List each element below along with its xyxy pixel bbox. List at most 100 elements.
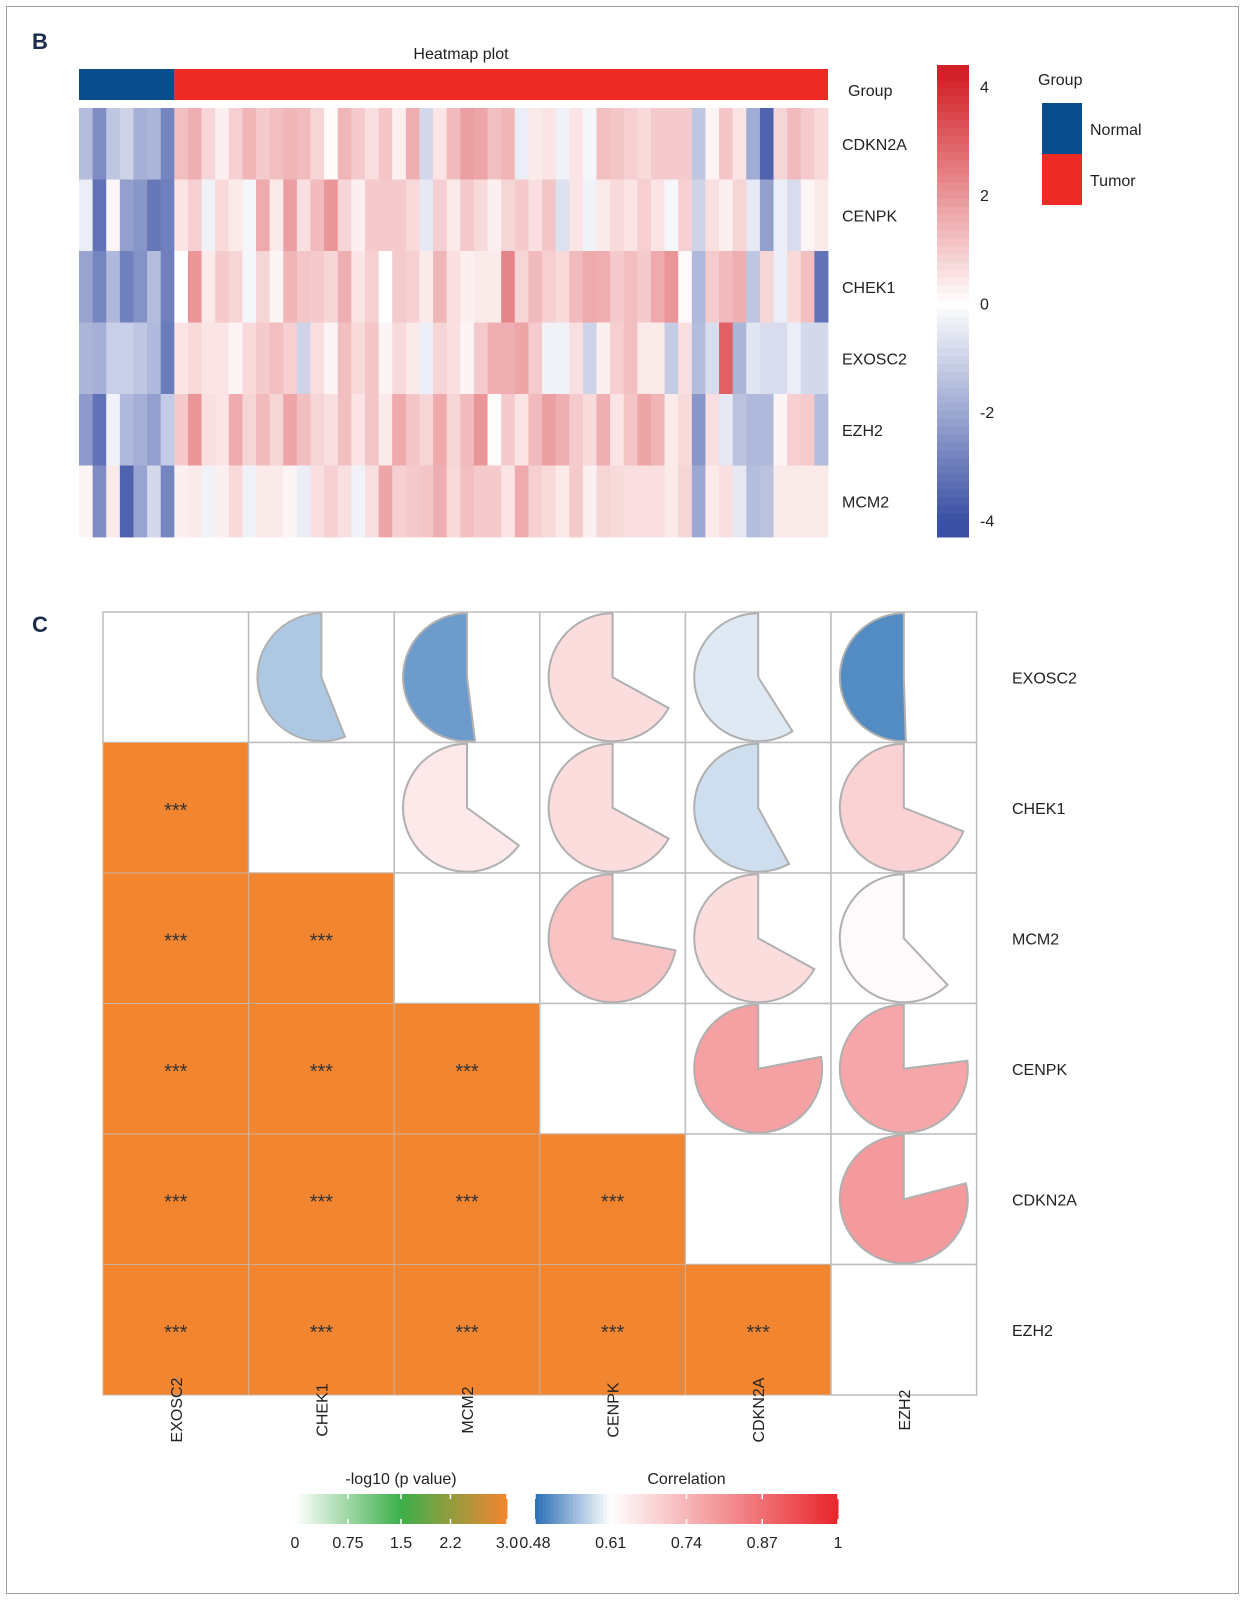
heatmap-cell <box>351 251 366 323</box>
heatmap-cell <box>351 108 366 180</box>
pvalue-legend-step <box>324 1494 328 1524</box>
correlation-legend-step <box>538 1494 544 1524</box>
colorbar-step <box>937 293 969 302</box>
heatmap-cell <box>283 322 298 395</box>
heatmap-cell <box>215 465 230 538</box>
heatmap-cell <box>433 394 448 466</box>
heatmap-cell <box>174 251 189 323</box>
group-legend-label: Tumor <box>1090 173 1136 190</box>
correlation-legend-step <box>641 1494 646 1524</box>
pvalue-legend-step <box>467 1494 471 1524</box>
colorbar-tick-label: 2 <box>980 188 989 205</box>
correlation-cell <box>539 1002 687 1135</box>
colorbar-step <box>937 411 969 420</box>
heatmap-cell <box>705 465 720 538</box>
heatmap-cell <box>542 251 557 323</box>
colorbar-step <box>937 253 969 263</box>
colorbar-step <box>937 198 969 208</box>
correlation-legend-step <box>735 1494 741 1524</box>
correlation-legend-step <box>826 1494 831 1524</box>
heatmap-cell <box>133 394 148 466</box>
heatmap-cell <box>759 394 774 466</box>
heatmap-cell <box>133 179 148 252</box>
colorbar-step <box>937 175 969 184</box>
heatmap-cell <box>324 465 339 538</box>
correlation-legend-step <box>599 1494 604 1524</box>
heatmap-cell <box>283 251 298 323</box>
correlation-legend-step <box>728 1494 733 1524</box>
heatmap-cell <box>215 179 230 252</box>
heatmap-cell <box>787 394 802 466</box>
heatmap-cell <box>650 108 665 180</box>
correlation-legend-tick-label: 0.61 <box>595 1535 626 1552</box>
correlation-legend-step <box>671 1494 676 1524</box>
heatmap-cell <box>637 108 652 180</box>
colorbar-step <box>937 285 969 294</box>
pvalue-cell <box>102 1133 250 1265</box>
pvalue-legend-step <box>403 1494 407 1524</box>
heatmap-cell <box>446 465 461 538</box>
heatmap-cell <box>433 465 448 538</box>
heatmap-cell <box>378 465 393 538</box>
pvalue-legend-step <box>422 1494 426 1524</box>
matrix-col-label: EZH2 <box>897 1389 914 1430</box>
heatmap-cell <box>691 394 706 466</box>
colorbar-step <box>937 120 969 129</box>
correlation-cell <box>102 611 250 744</box>
colorbar-step <box>937 474 969 483</box>
pvalue-legend-step <box>446 1494 450 1524</box>
heatmap-cell <box>215 394 230 466</box>
correlation-legend-step <box>667 1494 672 1524</box>
heatmap-cell <box>119 179 134 252</box>
heatmap-cell <box>187 322 202 395</box>
correlation-legend-step <box>610 1494 616 1524</box>
heatmap-cell <box>719 394 734 466</box>
heatmap-cell <box>800 179 815 252</box>
heatmap-cell <box>256 394 271 466</box>
heatmap-cell <box>119 108 134 180</box>
correlation-pie <box>693 612 794 743</box>
pvalue-cell <box>248 1264 395 1396</box>
pvalue-legend-step <box>342 1494 346 1524</box>
pvalue-legend-step <box>316 1494 320 1524</box>
matrix-row-label: EZH2 <box>1012 1323 1053 1340</box>
significance-label: *** <box>310 930 334 952</box>
correlation-legend-step <box>686 1494 691 1524</box>
heatmap-cell <box>119 322 134 395</box>
colorbar-step <box>937 151 969 160</box>
heatmap-cell <box>528 179 543 252</box>
figure-frame <box>6 6 1239 1594</box>
correlation-legend-step <box>819 1494 824 1524</box>
pvalue-legend-step <box>504 1494 508 1524</box>
heatmap-cell <box>746 322 761 395</box>
heatmap-cell <box>228 108 243 180</box>
correlation-pie <box>838 1003 969 1134</box>
heatmap-cell <box>147 465 162 538</box>
correlation-pie <box>838 612 907 743</box>
heatmap-cell <box>569 394 584 466</box>
heatmap-cell <box>256 251 271 323</box>
colorbar-step <box>937 434 969 444</box>
colorbar-tick-label: 0 <box>980 297 989 314</box>
heatmap-cell <box>528 251 543 323</box>
heatmap-cell <box>337 394 352 466</box>
heatmap-cell <box>610 394 625 466</box>
pvalue-legend-step <box>334 1494 338 1524</box>
correlation-legend-step <box>663 1494 669 1524</box>
correlation-legend-step <box>633 1494 638 1524</box>
colorbar-step <box>937 521 969 530</box>
heatmap-cell <box>337 108 352 180</box>
correlation-legend-step <box>811 1494 816 1524</box>
correlation-legend-step <box>584 1494 589 1524</box>
heatmap-cell <box>256 465 271 538</box>
heatmap-cell <box>773 179 788 252</box>
colorbar-step <box>937 513 969 522</box>
heatmap-cell <box>215 108 230 180</box>
heatmap-cell <box>542 108 557 180</box>
pvalue-legend-step <box>435 1494 439 1524</box>
significance-label: *** <box>164 1191 188 1213</box>
colorbar-step <box>937 529 969 538</box>
heatmap-cell <box>569 179 584 252</box>
heatmap-cell <box>501 251 516 323</box>
